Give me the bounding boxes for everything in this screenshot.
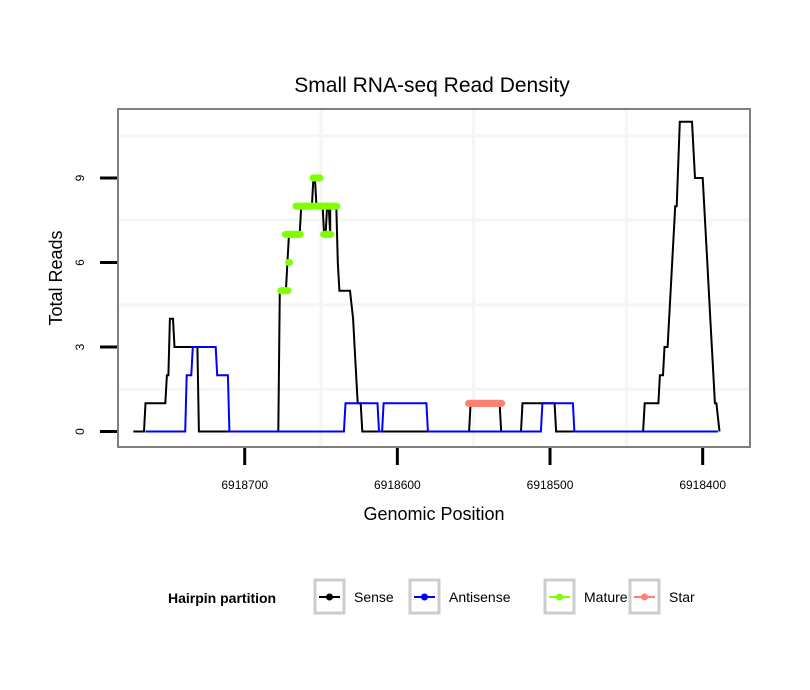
x-axis-title: Genomic Position xyxy=(363,504,504,524)
y-tick-label: 0 xyxy=(73,428,87,435)
data-point-star xyxy=(497,399,506,407)
series-layer xyxy=(133,120,721,433)
series-line-antisense xyxy=(145,346,718,433)
x-tick-label: 6918600 xyxy=(374,478,421,492)
legend-label: Star xyxy=(669,589,695,605)
x-axis: 6918700 6918600 6918500 6918400 xyxy=(221,448,726,492)
data-point-mature xyxy=(315,174,324,182)
legend-entries: Sense Antisense Mature Star xyxy=(313,578,695,615)
legend-key-point xyxy=(641,593,648,601)
data-point-mature xyxy=(295,230,304,238)
y-tick-label: 6 xyxy=(73,259,87,266)
legend-label: Antisense xyxy=(449,589,511,605)
y-tick-label: 3 xyxy=(73,343,87,350)
data-point-mature xyxy=(284,258,293,267)
y-axis: 0 3 6 9 xyxy=(73,174,117,435)
legend: Hairpin partition Sense Antisense Mature St… xyxy=(168,578,695,615)
legend-key-point xyxy=(421,593,428,601)
data-point-mature xyxy=(332,202,341,210)
data-point-mature xyxy=(283,287,292,295)
chart-title: Small RNA-seq Read Density xyxy=(294,74,570,97)
series-points-star xyxy=(465,399,506,407)
y-tick-label: 9 xyxy=(73,174,87,181)
legend-item-antisense: Antisense xyxy=(408,578,511,615)
plot-panel xyxy=(117,108,751,448)
legend-item-mature: Mature xyxy=(543,578,628,615)
legend-item-star: Star xyxy=(628,578,695,615)
x-tick-label: 6918700 xyxy=(221,478,268,492)
panel-background xyxy=(118,109,750,447)
data-point-mature xyxy=(326,230,335,238)
legend-key-point xyxy=(556,593,563,601)
x-tick-label: 6918500 xyxy=(527,478,574,492)
series-points-mature xyxy=(277,174,341,295)
legend-title: Hairpin partition xyxy=(168,590,276,606)
gridlines xyxy=(118,109,750,447)
legend-key-point xyxy=(326,593,333,601)
x-tick-label: 6918400 xyxy=(679,478,726,492)
panel-border xyxy=(117,108,751,448)
legend-item-sense: Sense xyxy=(313,578,394,615)
legend-label: Mature xyxy=(584,589,628,605)
y-axis-title: Total Reads xyxy=(46,230,66,325)
legend-label: Sense xyxy=(354,589,394,605)
